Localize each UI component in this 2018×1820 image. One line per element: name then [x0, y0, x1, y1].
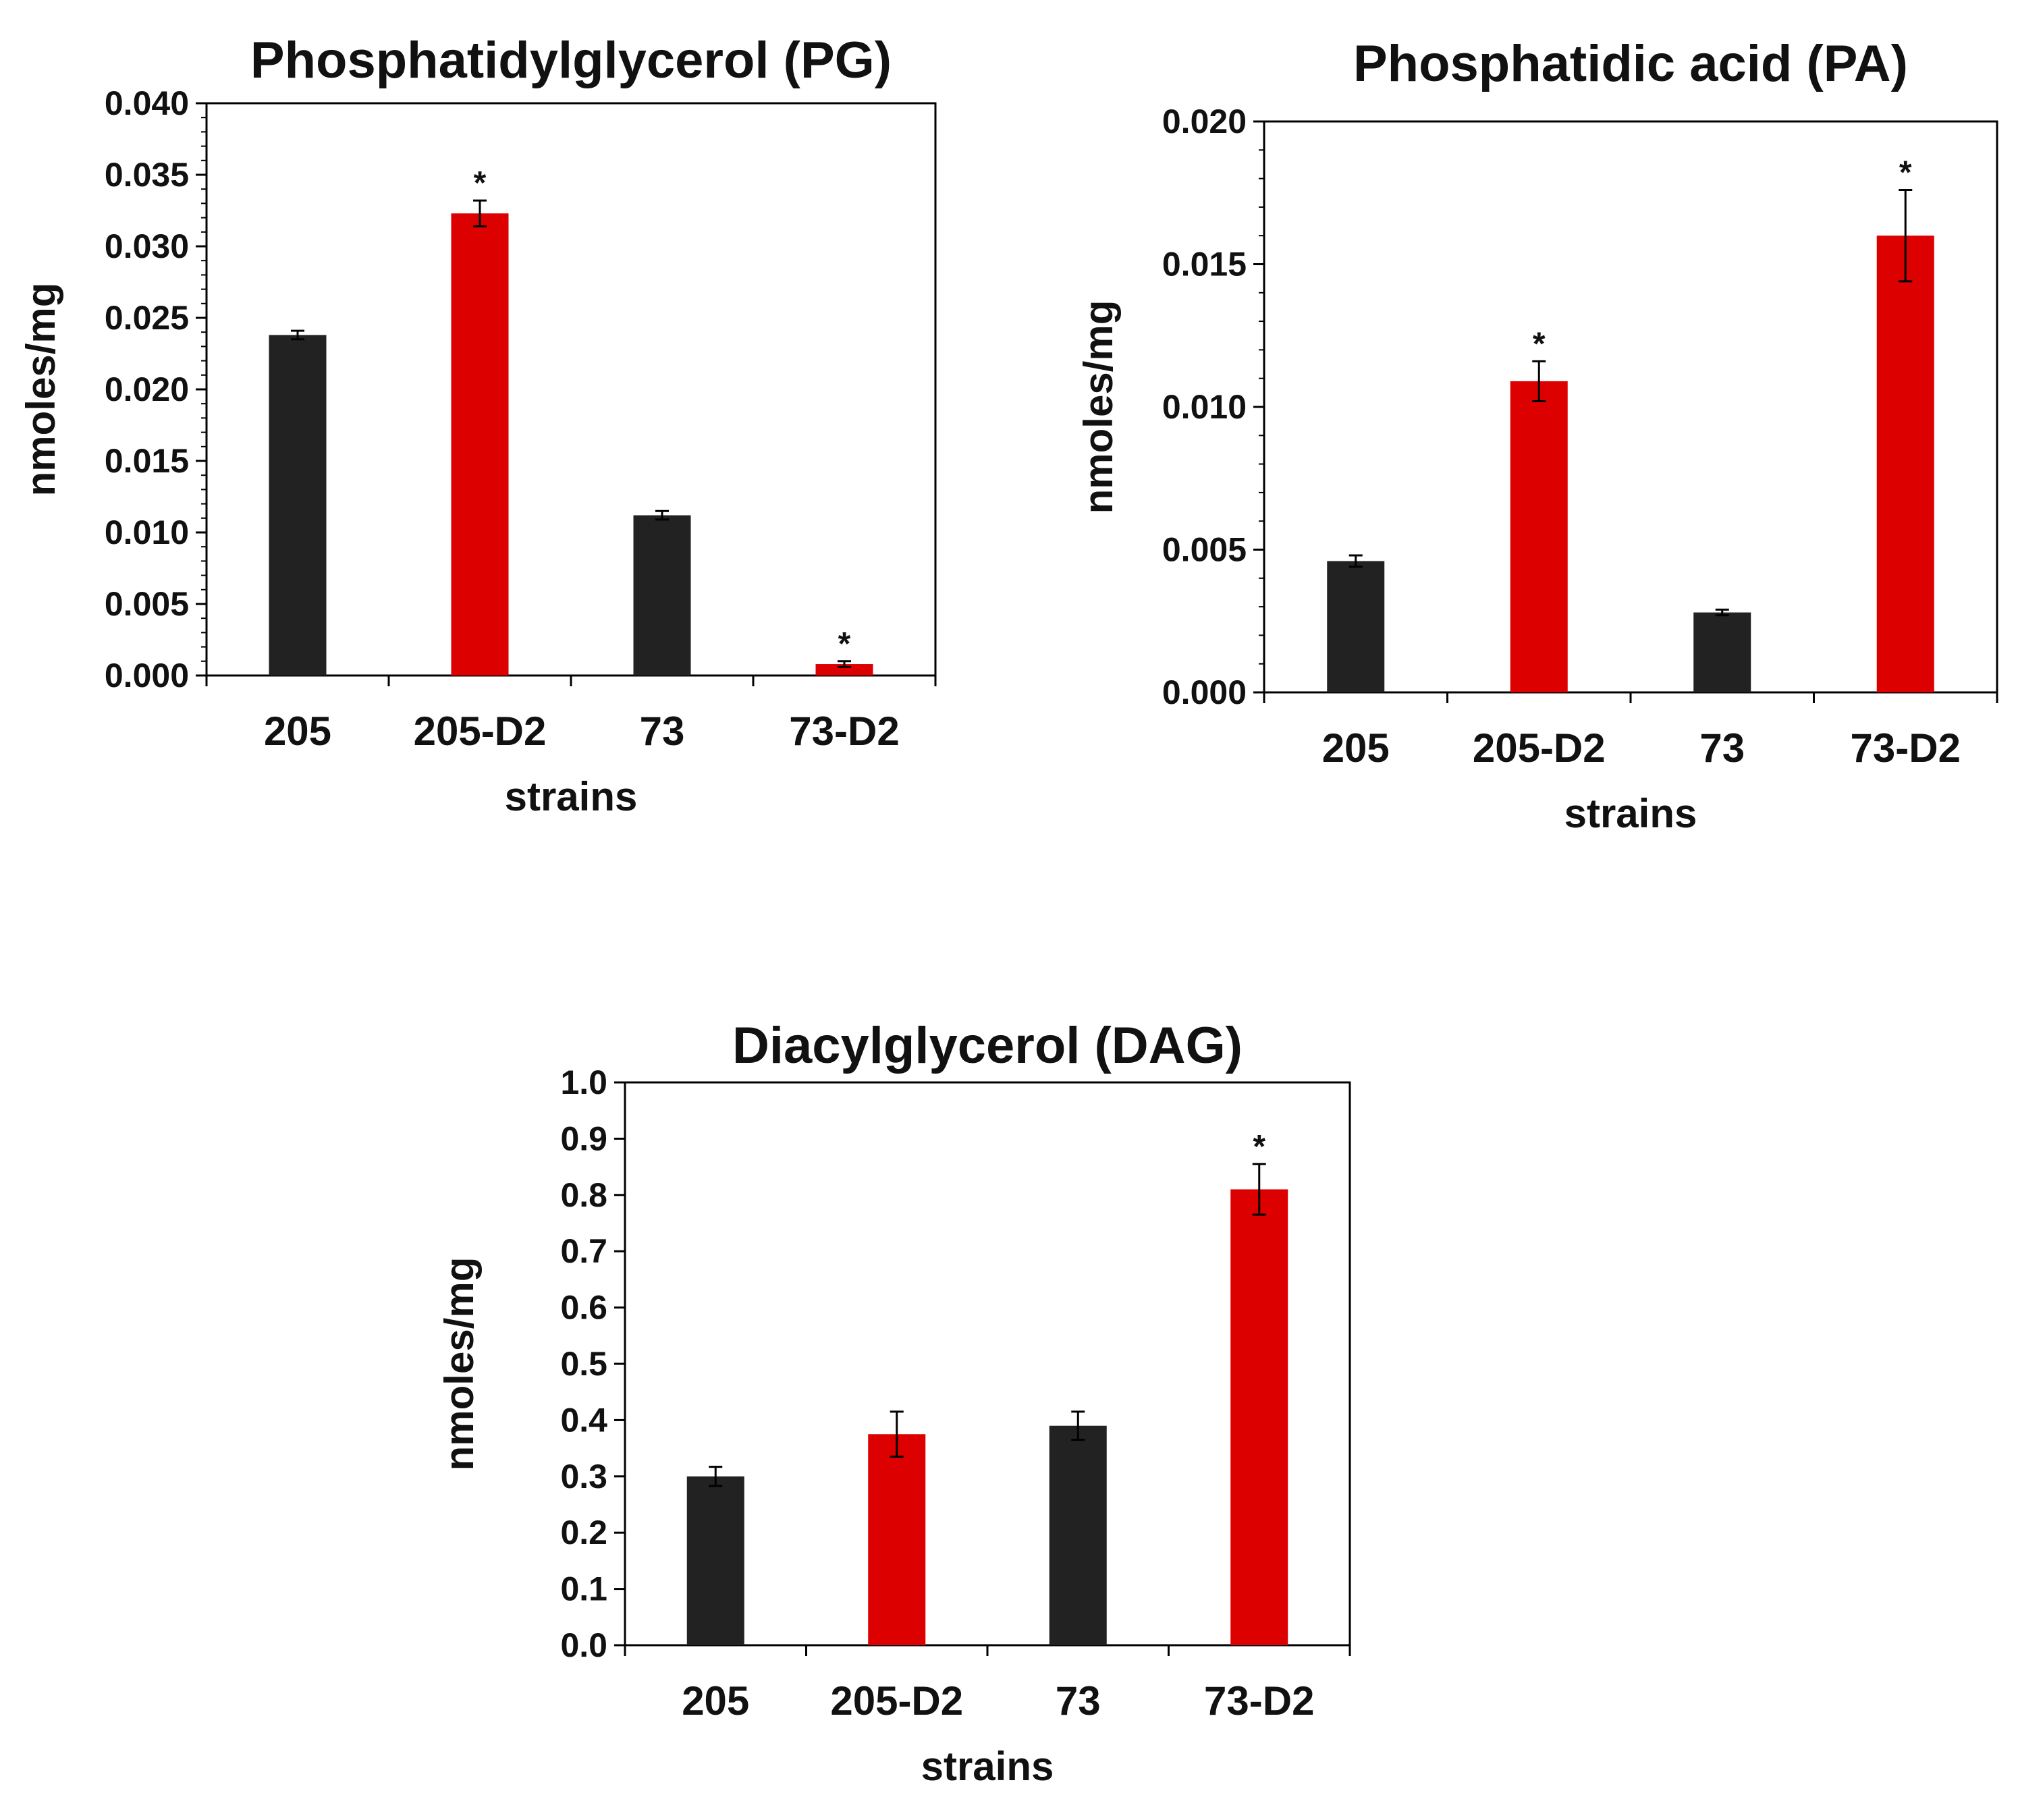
y-tick-label: 0.010 [105, 514, 189, 551]
y-tick-label: 0.3 [560, 1458, 607, 1495]
bar-205-D2 [868, 1434, 926, 1645]
x-axis-label: strains [1564, 791, 1697, 836]
y-axis-label: nmoles/mg [18, 283, 63, 497]
y-tick-label: 0.8 [560, 1176, 607, 1214]
y-tick-label: 0.4 [560, 1401, 607, 1439]
category-label: 73-D2 [789, 709, 899, 754]
dag-chart: Diacylglycerol (DAG) 0.0 0.1 0.2 0.3 0.4 0.5 0.… [437, 1017, 1351, 1789]
y-tick-label: 0.040 [105, 84, 189, 122]
significance-marker: * [838, 626, 851, 662]
y-tick-label: 0.005 [1162, 531, 1247, 569]
category-label: 205-D2 [830, 1678, 963, 1724]
y-tick-label: 0.000 [105, 657, 189, 694]
category-label: 205 [682, 1678, 749, 1724]
y-tick-label: 0.5 [560, 1345, 607, 1383]
y-tick-label: 0.000 [1162, 673, 1247, 711]
bar-73 [633, 515, 691, 675]
y-tick-label: 0.2 [560, 1514, 607, 1551]
y-tick-label: 0.005 [105, 585, 189, 623]
category-label: 73 [640, 709, 685, 754]
bar-205 [1327, 561, 1385, 692]
category-label: 73 [1699, 725, 1745, 771]
bar-73 [1693, 612, 1751, 692]
chart-title: Phosphatidic acid (PA) [1353, 35, 1908, 92]
category-label: 73-D2 [1204, 1678, 1314, 1724]
y-tick-label: 0.015 [105, 442, 189, 480]
x-axis-label: strains [505, 774, 638, 819]
y-tick-label: 0.030 [105, 227, 189, 265]
category-label: 73 [1056, 1678, 1101, 1724]
bar-73-D2 [1230, 1189, 1288, 1645]
category-label: 205 [1322, 725, 1390, 771]
y-tick-label: 0.020 [1162, 103, 1247, 140]
y-axis-label: nmoles/mg [1076, 300, 1121, 514]
bar-205 [686, 1476, 744, 1645]
y-tick-label: 0.1 [560, 1570, 607, 1608]
y-axis-label: nmoles/mg [437, 1257, 482, 1471]
y-tick-label: 0.020 [105, 370, 189, 408]
bar-73 [1049, 1425, 1107, 1645]
significance-marker: * [1253, 1129, 1265, 1165]
pa-chart: Phosphatidic acid (PA) 0.000 0.005 0.010 0.0… [1076, 35, 1998, 836]
category-label: 205-D2 [414, 709, 547, 754]
significance-marker: * [1899, 155, 1912, 191]
category-label: 205-D2 [1473, 725, 1606, 771]
y-tick-label: 0.035 [105, 156, 189, 194]
chart-title: Phosphatidylglycerol (PG) [250, 32, 892, 89]
y-tick-label: 0.015 [1162, 246, 1247, 283]
category-label: 73-D2 [1851, 725, 1961, 771]
bar-73-D2 [1876, 236, 1934, 692]
significance-marker: * [1533, 326, 1546, 362]
y-tick-label: 0.7 [560, 1232, 607, 1270]
y-tick-label: 0.6 [560, 1289, 607, 1327]
pg-chart: Phosphatidylglycerol (PG) 0.000 0.005 0.010… [18, 32, 937, 819]
bar-205 [269, 335, 327, 675]
chart-title: Diacylglycerol (DAG) [732, 1017, 1243, 1074]
category-label: 205 [264, 709, 331, 754]
y-tick-label: 0.010 [1162, 388, 1247, 426]
significance-marker: * [474, 165, 487, 201]
y-tick-label: 0.9 [560, 1120, 607, 1157]
y-tick-label: 0.0 [560, 1626, 607, 1664]
bar-205-D2 [451, 213, 509, 675]
x-axis-label: strains [921, 1744, 1054, 1789]
y-tick-label: 1.0 [560, 1064, 607, 1101]
bar-205-D2 [1510, 381, 1568, 692]
y-tick-label: 0.025 [105, 299, 189, 337]
bar-73-D2 [815, 664, 873, 675]
